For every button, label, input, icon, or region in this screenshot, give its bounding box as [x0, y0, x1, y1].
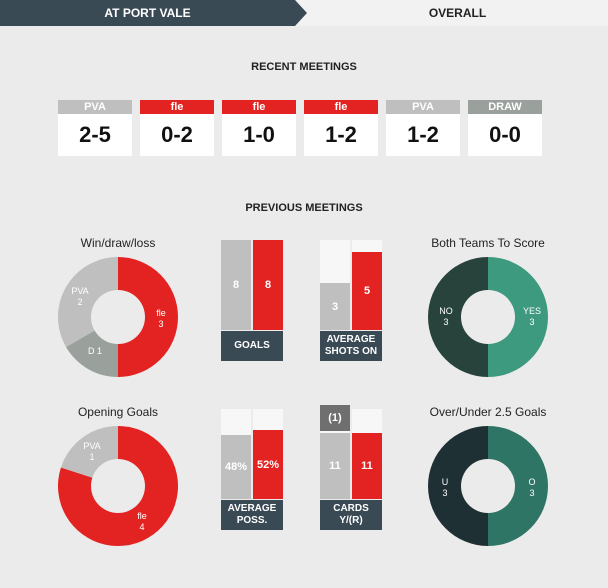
meeting-4: fle 1-2 — [304, 100, 378, 156]
btts-slice-no — [428, 257, 488, 377]
btts-label-no: NO 3 — [439, 306, 453, 327]
opening-goals-title: Opening Goals — [77, 405, 159, 419]
meeting-score: 0-2 — [161, 122, 193, 147]
shots-away-value: 5 — [352, 252, 382, 330]
possession-stat: 48% 52% AVERAGE POSS. — [221, 409, 283, 530]
previous-meetings-title: PREVIOUS MEETINGS — [245, 202, 363, 214]
goals-home-bar: 8 — [221, 240, 251, 330]
wdl-hole — [91, 290, 145, 344]
shots-home-bar: 3 — [320, 240, 350, 330]
cards-home-bar: 11 (1) — [320, 405, 350, 499]
meeting-team: fle — [222, 100, 296, 114]
meeting-score: 1-2 — [407, 122, 439, 147]
meeting-score: 0-0 — [489, 122, 521, 147]
meeting-score: 2-5 — [79, 122, 111, 147]
cards-home-value: 11 — [320, 433, 350, 499]
meeting-1: PVA 2-5 — [58, 100, 132, 156]
wdl-label-pva: PVA 2 — [71, 286, 89, 307]
wdl-donut — [58, 257, 178, 377]
opening-label-fle: fle 4 — [137, 511, 147, 532]
ou-hole — [461, 459, 515, 513]
meeting-team: PVA — [58, 100, 132, 114]
shots-home-value: 3 — [320, 283, 350, 330]
btts-donut — [428, 257, 548, 377]
wdl-title: Win/draw/loss — [80, 236, 156, 250]
over-under-title: Over/Under 2.5 Goals — [429, 405, 547, 419]
wdl-label-fle: fle 3 — [156, 308, 166, 329]
tab-overall[interactable]: OVERALL — [428, 6, 487, 20]
meeting-team: fle — [304, 100, 378, 114]
ou-slice-u — [428, 426, 488, 546]
meeting-team: fle — [140, 100, 214, 114]
goals-away-value: 8 — [253, 240, 283, 330]
tab-at-port-vale-label: AT PORT VALE — [104, 6, 191, 20]
poss-home-value: 48% — [221, 435, 251, 499]
wdl-slice-fle — [118, 257, 178, 377]
meeting-5: PVA 1-2 — [386, 100, 460, 156]
btts-label-yes: YES 3 — [522, 306, 541, 327]
venue-tabs: AT PORT VALE OVERALL — [0, 0, 608, 26]
opening-hole — [91, 459, 145, 513]
wdl-label-draw: D 1 — [87, 346, 103, 356]
goals-home-value: 8 — [221, 240, 251, 330]
ou-slice-o — [488, 426, 548, 546]
meeting-6: DRAW 0-0 — [468, 100, 542, 156]
recent-meetings-title: RECENT MEETINGS — [251, 61, 357, 73]
cards-away-value: 11 — [352, 433, 382, 499]
btts-hole — [461, 290, 515, 344]
goals-stat: 8 8 GOALS — [221, 240, 283, 361]
cards-stat: 11 (1) 11 CARDS Y/(R) — [320, 405, 382, 530]
opening-goals-donut — [57, 426, 178, 546]
opening-label-pva: PVA 1 — [83, 441, 101, 462]
poss-away-bar: 52% — [253, 409, 283, 499]
goals-away-bar: 8 — [253, 240, 283, 330]
shots-away-bar: 5 — [352, 240, 382, 330]
over-under-donut — [428, 426, 548, 546]
cards-home-red-value: (1) — [320, 405, 350, 431]
meeting-team: DRAW — [468, 100, 542, 114]
meeting-3: fle 1-0 — [222, 100, 296, 156]
meeting-score: 1-2 — [325, 122, 357, 147]
cards-label: CARDS Y/(R) — [320, 500, 382, 530]
meeting-team: PVA — [386, 100, 460, 114]
meeting-2: fle 0-2 — [140, 100, 214, 156]
btts-slice-yes — [488, 257, 548, 377]
tab-at-port-vale[interactable]: AT PORT VALE — [0, 0, 307, 26]
tab-active-shape — [0, 0, 307, 26]
poss-away-value: 52% — [253, 430, 283, 499]
meeting-score: 1-0 — [243, 122, 275, 147]
goals-label: GOALS — [221, 331, 283, 361]
possession-label: AVERAGE POSS. — [221, 500, 283, 530]
poss-home-bar: 48% — [221, 409, 251, 499]
shots-stat: 3 5 AVERAGE SHOTS ON — [320, 240, 382, 361]
btts-title: Both Teams To Score — [431, 236, 545, 250]
shots-label: AVERAGE SHOTS ON — [320, 331, 382, 361]
cards-away-bar: 11 — [352, 409, 382, 499]
